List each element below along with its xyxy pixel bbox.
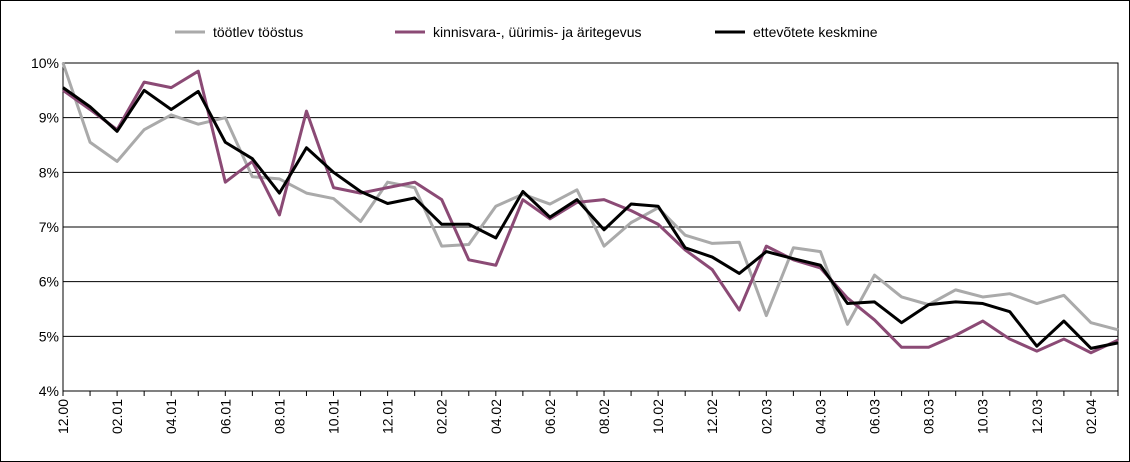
y-tick-label: 8% xyxy=(39,164,59,180)
y-tick-label: 10% xyxy=(31,55,59,71)
y-tick-label: 7% xyxy=(39,219,59,235)
x-tick-label: 08.01 xyxy=(271,399,287,434)
x-tick-label: 10.03 xyxy=(975,399,991,434)
x-tick-label: 04.01 xyxy=(163,399,179,434)
legend-label: töötlev tööstus xyxy=(213,24,303,40)
series-line xyxy=(61,62,1119,332)
series-line xyxy=(62,69,1119,355)
x-tick-label: 02.04 xyxy=(1083,399,1099,434)
x-tick-label: 04.03 xyxy=(812,399,828,434)
series-line xyxy=(62,86,1119,350)
x-tick-label: 12.02 xyxy=(704,399,720,434)
y-tick-label: 5% xyxy=(39,328,59,344)
x-tick-label: 12.03 xyxy=(1029,399,1045,434)
x-tick-label: 04.02 xyxy=(488,399,504,434)
x-tick-label: 06.01 xyxy=(217,399,233,434)
x-tick-label: 10.02 xyxy=(650,399,666,434)
x-tick-label: 12.01 xyxy=(380,399,396,434)
x-tick-label: 02.02 xyxy=(434,399,450,434)
x-tick-label: 02.01 xyxy=(109,399,125,434)
x-tick-label: 06.02 xyxy=(542,399,558,434)
y-tick-label: 4% xyxy=(39,383,59,399)
x-tick-label: 08.03 xyxy=(921,399,937,434)
x-tick-label: 06.03 xyxy=(867,399,883,434)
legend-label: ettevõtete keskmine xyxy=(753,24,878,40)
x-tick-label: 12.00 xyxy=(55,399,71,434)
x-tick-label: 10.01 xyxy=(326,399,342,434)
y-tick-label: 9% xyxy=(39,110,59,126)
x-tick-label: 02.03 xyxy=(758,399,774,434)
y-tick-label: 6% xyxy=(39,274,59,290)
legend-label: kinnisvara-, üürimis- ja äritegevus xyxy=(433,24,642,40)
x-tick-label: 08.02 xyxy=(596,399,612,434)
